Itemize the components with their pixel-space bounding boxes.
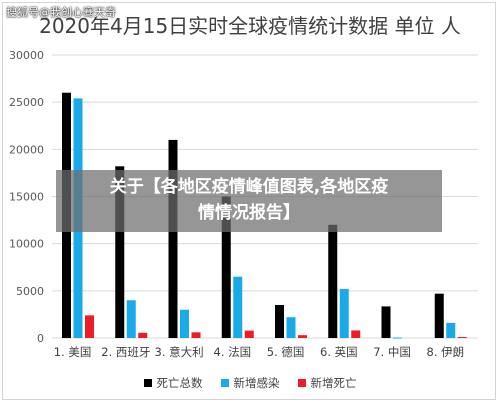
bar [298,335,307,338]
legend-label: 新增感染 [234,376,280,390]
overlay-line-2: 情情况报告】 [56,200,442,226]
bar [192,332,201,338]
legend-item: 新增感染 [221,375,280,391]
bar [138,333,147,338]
bar [382,306,391,338]
bar [275,305,284,338]
y-tick-label: 25000 [9,96,44,109]
title-overlay-banner: 关于【各地区疫情峰值图表,各地区疫 情情况报告】 [56,170,442,232]
legend-swatch [298,379,306,387]
bar [180,310,189,338]
x-axis-categories: 1. 美国 2. 西班牙 3. 意大利 4. 法国 5. 德国 6. 英国 7. 中国 8. … [54,345,464,359]
legend-item: 新增死亡 [298,375,357,391]
y-tick-label: 15000 [9,191,44,204]
bar [287,317,296,338]
x-category-label: 2. 西班牙 [101,345,150,359]
y-tick-label: 20000 [9,143,44,156]
bar [233,277,242,338]
y-tick-label: 0 [37,332,44,345]
x-category-label: 3. 意大利 [155,345,204,359]
legend-swatch [144,379,152,387]
y-axis-ticks: 0 5000 10000 15000 20000 25000 30000 [9,49,44,345]
y-tick-label: 30000 [9,49,44,62]
bar [328,225,337,338]
y-tick-label: 10000 [9,238,44,251]
overlay-line-1: 关于【各地区疫情峰值图表,各地区疫 [56,174,442,200]
bar [127,300,136,338]
chart-legend: 死亡总数 新增感染 新增死亡 [0,375,500,391]
x-category-label: 4. 法国 [214,345,252,359]
x-category-label: 7. 中国 [373,345,411,359]
bar [245,331,254,338]
bar [340,289,349,338]
x-category-label: 1. 美国 [54,345,92,359]
x-category-label: 6. 英国 [320,345,358,359]
y-tick-label: 5000 [16,285,44,298]
legend-label: 新增死亡 [311,376,357,390]
bar [458,337,467,338]
bar [435,294,444,338]
legend-item: 死亡总数 [144,375,203,391]
legend-label: 死亡总数 [157,376,203,390]
bar [446,323,455,338]
bar [393,338,402,339]
x-category-label: 8. 伊朗 [427,345,465,359]
legend-swatch [221,379,229,387]
bar [351,330,360,338]
x-category-label: 5. 德国 [267,345,305,359]
bar [85,315,94,338]
